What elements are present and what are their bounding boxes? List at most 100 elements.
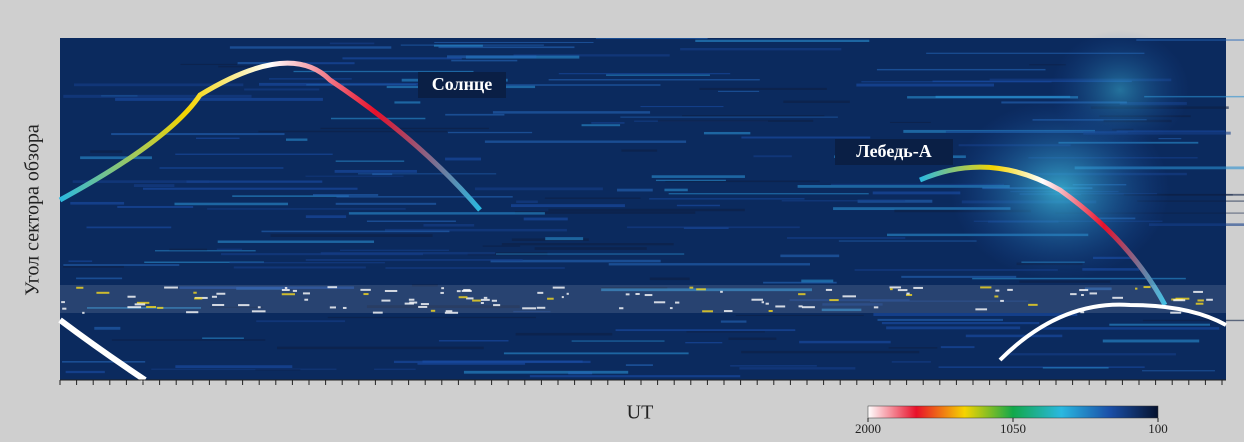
- colorbar-tick-label: 100: [1148, 421, 1168, 436]
- streak: [143, 188, 358, 190]
- streak: [258, 131, 447, 133]
- streak: [699, 88, 826, 90]
- streak: [340, 250, 449, 251]
- streak: [320, 128, 489, 129]
- streak: [434, 42, 593, 43]
- streak: [782, 200, 905, 201]
- streak: [374, 369, 416, 370]
- streak: [87, 227, 172, 229]
- streak: [277, 347, 484, 350]
- streak: [336, 203, 436, 205]
- streak: [1006, 353, 1175, 355]
- streak: [90, 150, 122, 152]
- streak: [941, 346, 975, 348]
- streak: [422, 360, 582, 362]
- streak: [873, 191, 961, 194]
- streak: [596, 38, 708, 39]
- streak: [609, 263, 810, 265]
- streak: [134, 184, 174, 187]
- streak: [650, 278, 690, 281]
- streak: [496, 253, 684, 254]
- streak: [269, 78, 352, 79]
- streak: [63, 95, 251, 98]
- streak: [423, 224, 474, 227]
- streak: [336, 196, 512, 198]
- streak: [516, 333, 613, 336]
- streak: [721, 320, 747, 322]
- streak: [1038, 327, 1219, 330]
- streak: [901, 276, 1016, 278]
- streak: [151, 369, 336, 370]
- streak: [677, 205, 720, 206]
- streak: [230, 262, 385, 263]
- streak: [545, 237, 583, 240]
- streak: [80, 156, 152, 159]
- streak: [330, 43, 374, 45]
- streak: [682, 115, 824, 116]
- streak: [1109, 324, 1210, 326]
- streak: [1142, 370, 1215, 371]
- streak: [617, 189, 653, 192]
- streak: [686, 331, 764, 332]
- streak: [175, 365, 292, 368]
- streak: [255, 369, 300, 370]
- streak: [493, 111, 650, 113]
- streak: [877, 69, 1046, 70]
- streak: [335, 170, 417, 173]
- streak: [111, 133, 284, 135]
- streak: [169, 249, 207, 251]
- streak: [1103, 340, 1199, 343]
- streak: [882, 322, 1039, 324]
- streak: [367, 221, 456, 222]
- streak: [62, 361, 145, 363]
- streak: [704, 132, 750, 134]
- streak: [445, 114, 504, 116]
- streak: [271, 234, 433, 237]
- streak: [1043, 367, 1109, 368]
- streak: [658, 120, 813, 122]
- y-axis-title: Угол сектора обзора: [22, 124, 44, 296]
- streak: [754, 155, 792, 157]
- streak: [434, 45, 483, 47]
- streak: [306, 259, 523, 261]
- streak: [342, 57, 461, 59]
- streak: [256, 320, 345, 322]
- streak: [621, 149, 657, 151]
- streak: [582, 124, 621, 126]
- streak: [68, 261, 92, 262]
- streak: [234, 266, 366, 268]
- streak: [94, 327, 120, 330]
- streak: [516, 201, 538, 204]
- page: Солнце Лебедь-А Угол сектора обзора UT 2…: [0, 0, 1244, 442]
- streak: [545, 198, 641, 199]
- streak: [572, 340, 665, 341]
- streak: [1149, 223, 1244, 226]
- streak: [112, 339, 266, 340]
- streak: [218, 241, 374, 243]
- streak: [649, 198, 804, 199]
- streak: [873, 313, 1077, 316]
- streak: [1019, 280, 1110, 282]
- streak: [616, 329, 796, 331]
- streak: [358, 173, 496, 174]
- streak: [548, 209, 744, 211]
- streak: [669, 193, 869, 194]
- streak: [445, 158, 481, 161]
- colorbar-tick-label: 2000: [855, 421, 881, 436]
- streak: [115, 98, 323, 101]
- streak: [502, 243, 674, 245]
- streak: [117, 206, 193, 208]
- streak: [535, 247, 647, 250]
- streak: [394, 101, 420, 103]
- streak: [524, 218, 568, 221]
- streak: [801, 280, 833, 283]
- annotation: Солнце: [432, 74, 493, 94]
- streak: [485, 141, 686, 143]
- streak: [626, 364, 653, 366]
- streak: [244, 88, 319, 90]
- colorbar-tick-label: 1050: [1000, 421, 1026, 436]
- streak: [76, 278, 122, 280]
- streak: [559, 73, 730, 74]
- streak: [787, 237, 905, 238]
- streak: [63, 264, 179, 266]
